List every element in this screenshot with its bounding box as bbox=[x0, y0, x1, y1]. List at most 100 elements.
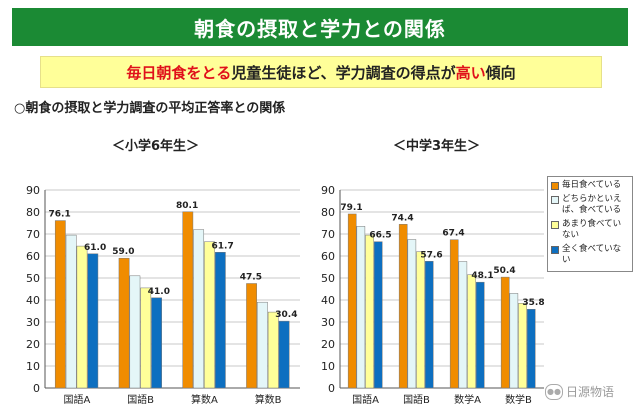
bar bbox=[267, 311, 279, 389]
x-tick-label: 算数B bbox=[255, 393, 282, 406]
bar bbox=[129, 275, 141, 389]
wechat-icon: ●● bbox=[545, 383, 563, 400]
y-tick-label: 10 bbox=[321, 360, 335, 373]
bar bbox=[509, 293, 519, 389]
data-label: 48.1 bbox=[471, 271, 493, 281]
y-tick-label: 70 bbox=[321, 228, 335, 241]
data-label: 74.4 bbox=[391, 213, 413, 223]
bar bbox=[365, 234, 374, 389]
data-label: 35.8 bbox=[522, 298, 544, 308]
bar bbox=[182, 211, 194, 389]
data-label: 61.7 bbox=[212, 241, 234, 251]
y-tick-label: 90 bbox=[26, 184, 40, 197]
bar bbox=[458, 261, 468, 389]
watermark: ●● 日源物语 bbox=[545, 383, 614, 400]
legend-swatch bbox=[551, 221, 559, 229]
legend-item: あまり食べていない bbox=[551, 219, 629, 241]
bar bbox=[214, 252, 226, 389]
bar bbox=[76, 245, 88, 389]
y-tick-label: 0 bbox=[328, 382, 335, 395]
bar bbox=[118, 257, 130, 389]
y-tick-label: 40 bbox=[321, 294, 335, 307]
bar bbox=[193, 229, 205, 389]
subtitle-text: 児童生徒ほど、学力調査の得点が bbox=[231, 63, 456, 82]
page-title: 朝食の摂取と学力との関係 bbox=[12, 8, 628, 46]
data-label: 57.6 bbox=[420, 250, 442, 260]
data-label: 50.4 bbox=[493, 266, 515, 276]
section-title: ○朝食の摂取と学力調査の平均正答率との関係 bbox=[14, 101, 286, 116]
legend-item: どちらかといえば、食べている bbox=[551, 194, 629, 216]
legend-item: 全く食べていない bbox=[551, 244, 629, 266]
y-tick-label: 60 bbox=[26, 250, 40, 263]
bar bbox=[204, 241, 215, 389]
x-tick-label: 国語A bbox=[63, 393, 90, 406]
y-tick-label: 20 bbox=[321, 338, 335, 351]
bar bbox=[500, 276, 510, 389]
y-tick-label: 30 bbox=[26, 316, 40, 329]
y-tick-label: 20 bbox=[26, 338, 40, 351]
bar bbox=[356, 226, 366, 389]
x-tick-label: 国語B bbox=[127, 393, 154, 406]
data-label: 47.5 bbox=[240, 273, 262, 283]
x-tick-label: 数学B bbox=[505, 393, 532, 406]
subtitle-banner: 毎日朝食をとる 児童生徒ほど、学力調査の得点が 高い 傾向 bbox=[40, 56, 602, 88]
bar bbox=[257, 301, 268, 389]
bar bbox=[398, 224, 408, 389]
data-label: 66.5 bbox=[369, 231, 391, 241]
bar bbox=[278, 320, 290, 389]
x-tick-label: 算数A bbox=[191, 393, 218, 406]
bar bbox=[424, 261, 434, 389]
bar bbox=[373, 241, 383, 389]
subtitle-text-2: 傾向 bbox=[485, 63, 516, 82]
legend-label: 全く食べていない bbox=[562, 244, 622, 265]
bar bbox=[416, 251, 425, 389]
subtitle-highlight: 毎日朝食をとる bbox=[126, 63, 232, 82]
data-label: 59.0 bbox=[112, 247, 134, 257]
y-tick-label: 50 bbox=[321, 272, 335, 285]
y-tick-label: 90 bbox=[321, 184, 335, 197]
legend-swatch bbox=[551, 182, 559, 190]
y-tick-label: 10 bbox=[26, 360, 40, 373]
watermark-text: 日源物语 bbox=[566, 385, 615, 399]
data-label: 79.1 bbox=[340, 203, 362, 213]
y-tick-label: 30 bbox=[321, 316, 335, 329]
bar bbox=[65, 234, 77, 389]
data-label: 61.0 bbox=[84, 243, 106, 253]
y-tick-label: 0 bbox=[33, 382, 40, 395]
y-tick-label: 50 bbox=[26, 272, 40, 285]
data-label: 41.0 bbox=[148, 287, 170, 297]
y-tick-label: 80 bbox=[26, 206, 40, 219]
y-tick-label: 60 bbox=[321, 250, 335, 263]
bar bbox=[518, 303, 527, 389]
legend-swatch bbox=[551, 196, 559, 204]
data-label: 76.1 bbox=[49, 210, 71, 220]
y-tick-label: 70 bbox=[26, 228, 40, 241]
legend-item: 毎日食べている bbox=[551, 180, 629, 191]
bar bbox=[54, 220, 66, 389]
bar bbox=[347, 213, 357, 389]
legend-label: どちらかといえば、食べている bbox=[562, 194, 622, 215]
legend-swatch bbox=[551, 246, 559, 254]
legend: 毎日食べている どちらかといえば、食べている あまり食べていない 全く食べていな… bbox=[547, 176, 633, 272]
x-tick-label: 国語A bbox=[352, 393, 379, 406]
bar bbox=[475, 281, 485, 389]
data-label: 67.4 bbox=[442, 229, 464, 239]
x-tick-label: 数学A bbox=[454, 393, 481, 406]
legend-label: 毎日食べている bbox=[562, 180, 622, 190]
y-tick-label: 80 bbox=[321, 206, 335, 219]
bar bbox=[467, 274, 476, 389]
legend-label: あまり食べていない bbox=[562, 219, 622, 240]
chart-title-junior-high: ＜中学3年生＞ bbox=[393, 139, 481, 154]
data-label: 80.1 bbox=[176, 201, 198, 211]
bar bbox=[526, 308, 536, 389]
chart-title-elementary: ＜小学6年生＞ bbox=[112, 139, 200, 154]
bar bbox=[140, 287, 152, 389]
bar bbox=[407, 239, 417, 389]
y-tick-label: 40 bbox=[26, 294, 40, 307]
bar bbox=[246, 283, 257, 389]
bar bbox=[87, 253, 99, 389]
bar bbox=[449, 239, 459, 389]
x-tick-label: 国語B bbox=[403, 393, 430, 406]
data-label: 30.4 bbox=[275, 310, 297, 320]
